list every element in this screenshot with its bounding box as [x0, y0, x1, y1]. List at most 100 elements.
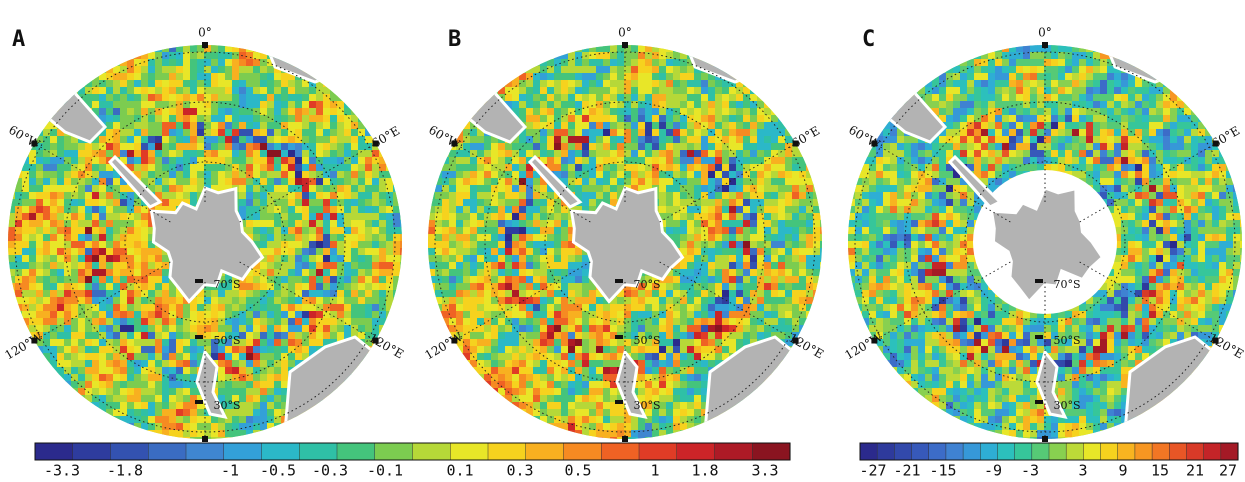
- anomaly-cell: [337, 157, 345, 165]
- anomaly-cell: [162, 192, 170, 200]
- anomaly-cell: [743, 262, 751, 270]
- anomaly-cell: [99, 108, 107, 116]
- anomaly-cell: [92, 73, 100, 81]
- anomaly-cell: [694, 353, 702, 361]
- anomaly-cell: [36, 262, 44, 270]
- anomaly-cell: [232, 297, 240, 305]
- anomaly-cell: [323, 185, 331, 193]
- anomaly-cell: [134, 59, 142, 67]
- anomaly-cell: [127, 388, 135, 396]
- anomaly-cell: [183, 122, 191, 130]
- anomaly-cell: [127, 192, 135, 200]
- anomaly-cell: [232, 150, 240, 158]
- anomaly-cell: [638, 360, 646, 368]
- anomaly-cell: [281, 143, 289, 151]
- anomaly-cell: [624, 332, 632, 340]
- anomaly-cell: [127, 353, 135, 361]
- anomaly-cell: [176, 52, 184, 60]
- anomaly-cell: [680, 136, 688, 144]
- anomaly-cell: [519, 220, 527, 228]
- anomaly-cell: [386, 199, 394, 207]
- anomaly-cell: [134, 248, 142, 256]
- anomaly-cell: [92, 332, 100, 340]
- anomaly-cell: [582, 185, 590, 193]
- anomaly-cell: [232, 353, 240, 361]
- anomaly-cell: [722, 87, 730, 95]
- anomaly-cell: [463, 297, 471, 305]
- anomaly-cell: [29, 304, 37, 312]
- anomaly-cell: [106, 80, 114, 88]
- anomaly-cell: [715, 94, 723, 102]
- anomaly-cell: [15, 304, 23, 312]
- anomaly-cell: [127, 143, 135, 151]
- anomaly-cell: [603, 129, 611, 137]
- anomaly-cell: [358, 157, 366, 165]
- anomaly-cell: [372, 199, 380, 207]
- anomaly-cell: [309, 409, 317, 417]
- anomaly-cell: [141, 220, 149, 228]
- anomaly-cell: [743, 94, 751, 102]
- anomaly-cell: [183, 353, 191, 361]
- anomaly-cell: [610, 171, 618, 179]
- anomaly-cell: [92, 381, 100, 389]
- anomaly-cell: [92, 185, 100, 193]
- anomaly-cell: [141, 136, 149, 144]
- anomaly-cell: [477, 227, 485, 235]
- anomaly-cell: [638, 353, 646, 361]
- anomaly-cell: [155, 325, 163, 333]
- anomaly-cell: [274, 311, 282, 319]
- anomaly-cell: [554, 220, 562, 228]
- anomaly-cell: [477, 255, 485, 263]
- anomaly-cell: [29, 206, 37, 214]
- anomaly-cell: [603, 185, 611, 193]
- anomaly-cell: [386, 206, 394, 214]
- anomaly-cell: [379, 206, 387, 214]
- anomaly-cell: [659, 115, 667, 123]
- anomaly-cell: [134, 409, 142, 417]
- anomaly-cell: [309, 283, 317, 291]
- anomaly-cell: [43, 227, 51, 235]
- anomaly-cell: [295, 199, 303, 207]
- anomaly-cell: [750, 206, 758, 214]
- anomaly-cell: [155, 430, 163, 438]
- anomaly-cell: [274, 136, 282, 144]
- anomaly-cell: [232, 430, 240, 438]
- anomaly-cell: [316, 276, 324, 284]
- anomaly-cell: [736, 108, 744, 116]
- anomaly-cell: [512, 220, 520, 228]
- anomaly-cell: [113, 143, 121, 151]
- anomaly-cell: [113, 234, 121, 242]
- anomaly-cell: [582, 115, 590, 123]
- anomaly-cell: [288, 150, 296, 158]
- anomaly-cell: [785, 311, 793, 319]
- anomaly-cell: [71, 220, 79, 228]
- anomaly-cell: [239, 115, 247, 123]
- anomaly-cell: [792, 304, 800, 312]
- anomaly-cell: [57, 339, 65, 347]
- anomaly-cell: [694, 143, 702, 151]
- anomaly-cell: [575, 66, 583, 74]
- anomaly-cell: [575, 101, 583, 109]
- anomaly-cell: [239, 290, 247, 298]
- anomaly-cell: [141, 248, 149, 256]
- anomaly-cell: [533, 220, 541, 228]
- anomaly-cell: [547, 108, 555, 116]
- anomaly-cell: [771, 290, 779, 298]
- anomaly-cell: [449, 227, 457, 235]
- anomaly-cell: [15, 248, 23, 256]
- anomaly-cell: [526, 66, 534, 74]
- anomaly-cell: [197, 423, 205, 431]
- anomaly-cell: [519, 213, 527, 221]
- anomaly-cell: [778, 178, 786, 186]
- anomaly-cell: [610, 346, 618, 354]
- anomaly-cell: [701, 80, 709, 88]
- anomaly-cell: [463, 346, 471, 354]
- anomaly-cell: [477, 262, 485, 270]
- anomaly-cell: [365, 192, 373, 200]
- anomaly-cell: [428, 262, 436, 270]
- anomaly-cell: [197, 66, 205, 74]
- anomaly-cell: [498, 318, 506, 326]
- anomaly-cell: [323, 297, 331, 305]
- anomaly-cell: [190, 318, 198, 326]
- anomaly-cell: [309, 101, 317, 109]
